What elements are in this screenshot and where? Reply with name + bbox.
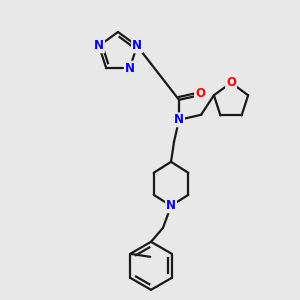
Text: O: O [226, 76, 236, 89]
Text: O: O [195, 87, 205, 100]
Text: N: N [174, 113, 184, 126]
Text: N: N [132, 39, 142, 52]
Text: N: N [125, 62, 135, 75]
Text: N: N [166, 199, 176, 212]
Text: N: N [94, 39, 104, 52]
